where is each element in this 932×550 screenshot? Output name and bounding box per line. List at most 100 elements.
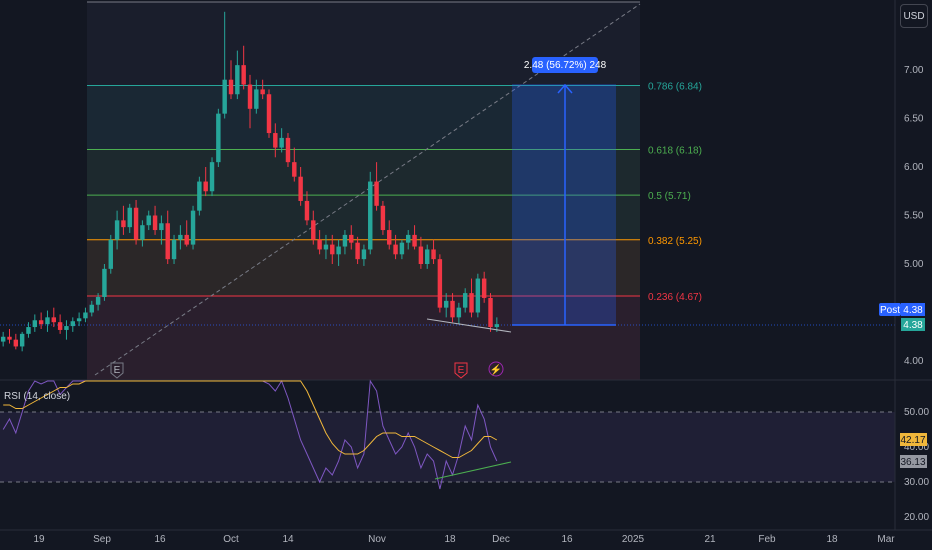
rsi-axis[interactable]: 50.00 40.00 30.00 20.00 xyxy=(904,407,929,523)
candle-body xyxy=(336,246,341,255)
support-line xyxy=(426,318,512,333)
time-tick-label: 21 xyxy=(704,534,716,545)
time-tick-label: Mar xyxy=(877,534,895,545)
time-tick-label: 16 xyxy=(154,534,166,545)
fib-zone xyxy=(87,85,640,150)
svg-text:E: E xyxy=(114,365,121,376)
fib-level-label: 0.618 (6.18) xyxy=(648,146,702,157)
candle-body xyxy=(140,225,145,240)
candle-body xyxy=(197,181,202,211)
time-axis[interactable]: 19 Sep 16 Oct 14 Nov 18 Dec 16 2025 21 Feb 18 Mar xyxy=(33,534,895,545)
candle-body xyxy=(254,89,259,109)
time-tick-label: 14 xyxy=(282,534,294,545)
rsi-indicator-title[interactable]: RSI (14, close) xyxy=(4,391,71,402)
time-tick-label: Sep xyxy=(93,534,111,545)
candle-body xyxy=(0,336,6,342)
candle-body xyxy=(159,223,164,231)
event-marker[interactable]: ⚡ xyxy=(488,361,504,377)
candle-body xyxy=(285,137,291,163)
rsi-ma-line xyxy=(3,380,498,458)
candle-body xyxy=(165,223,170,260)
candle-body xyxy=(178,234,183,240)
candle-body xyxy=(26,327,31,334)
rsi-tick-label: 30.00 xyxy=(904,477,929,488)
candle-body xyxy=(121,220,126,228)
candle-body xyxy=(133,207,139,240)
time-tick-label: Feb xyxy=(758,534,776,545)
close-price-box xyxy=(901,318,925,331)
price-tick-label: 6.00 xyxy=(904,162,924,173)
candle-body xyxy=(437,259,443,308)
fib-zone xyxy=(87,296,640,380)
event-marker[interactable]: E xyxy=(454,362,468,379)
candle-body xyxy=(171,239,177,260)
candle-body xyxy=(374,181,379,206)
candle-body xyxy=(412,234,417,247)
candle-body xyxy=(216,113,221,163)
candle-body xyxy=(7,336,12,340)
candle-body xyxy=(190,210,196,245)
candle-body xyxy=(114,220,120,240)
candle-body xyxy=(456,307,462,318)
candle-body xyxy=(475,278,481,313)
candle-body xyxy=(127,207,132,228)
candle-body xyxy=(64,326,69,330)
rsi-value-tag xyxy=(900,455,927,468)
fib-level-label: 0.236 (4.67) xyxy=(648,292,702,303)
candle-body xyxy=(317,239,322,250)
rsi-tick-label: 40.00 xyxy=(904,442,929,453)
time-tick-label: 16 xyxy=(561,534,573,545)
candle-body xyxy=(241,65,246,85)
candle-body xyxy=(209,162,215,192)
candle-body xyxy=(292,162,297,177)
candle-body xyxy=(298,176,303,201)
svg-text:⚡: ⚡ xyxy=(490,363,502,376)
rsi-band xyxy=(0,412,895,482)
time-tick-label: 18 xyxy=(444,534,456,545)
rsi-divergence-line xyxy=(434,461,512,480)
close-price-value: 4.38 xyxy=(903,320,923,331)
candle-body xyxy=(32,320,38,328)
candle-body xyxy=(266,94,272,134)
rsi-tick-label: 20.00 xyxy=(904,512,929,523)
post-price-value: 4.38 xyxy=(903,305,923,316)
measure-label: 2.48 (56.72%) 248 xyxy=(524,60,607,71)
candle-body xyxy=(83,312,88,319)
post-price-box xyxy=(901,303,925,316)
candle-body xyxy=(273,133,278,148)
candle-body xyxy=(247,84,253,109)
candle-body xyxy=(330,244,335,255)
candle-body xyxy=(469,293,474,313)
candle-body xyxy=(418,246,424,264)
candle-body xyxy=(108,239,113,269)
candle-body xyxy=(38,320,44,325)
currency-button[interactable]: USD xyxy=(900,4,928,28)
candle-body xyxy=(355,242,360,260)
candle-body xyxy=(19,333,25,347)
post-tag-box xyxy=(879,303,901,316)
fib-zone xyxy=(87,149,640,196)
candle-body xyxy=(13,339,19,347)
fib-level-label: 0.5 (5.71) xyxy=(648,191,691,202)
price-tick-label: 5.00 xyxy=(904,259,924,270)
candle-body xyxy=(57,322,63,330)
candle-body xyxy=(304,200,310,221)
candle-body xyxy=(380,205,386,231)
candle-body xyxy=(311,220,316,240)
event-marker[interactable]: E xyxy=(110,362,124,379)
candle-body xyxy=(481,278,487,298)
candle-body xyxy=(51,317,57,323)
candle-body xyxy=(399,242,405,255)
price-tick-label: 6.50 xyxy=(904,114,924,125)
time-tick-label: 19 xyxy=(33,534,45,545)
time-tick-label: Dec xyxy=(492,534,510,545)
event-markers: E E ⚡ xyxy=(110,361,504,379)
measure-box xyxy=(512,84,616,325)
candle-body xyxy=(203,181,208,192)
candle-body xyxy=(323,244,329,250)
candle-body xyxy=(342,234,348,247)
candle-body xyxy=(393,244,398,255)
candle-body xyxy=(387,230,392,245)
measure-label-box xyxy=(532,57,598,73)
